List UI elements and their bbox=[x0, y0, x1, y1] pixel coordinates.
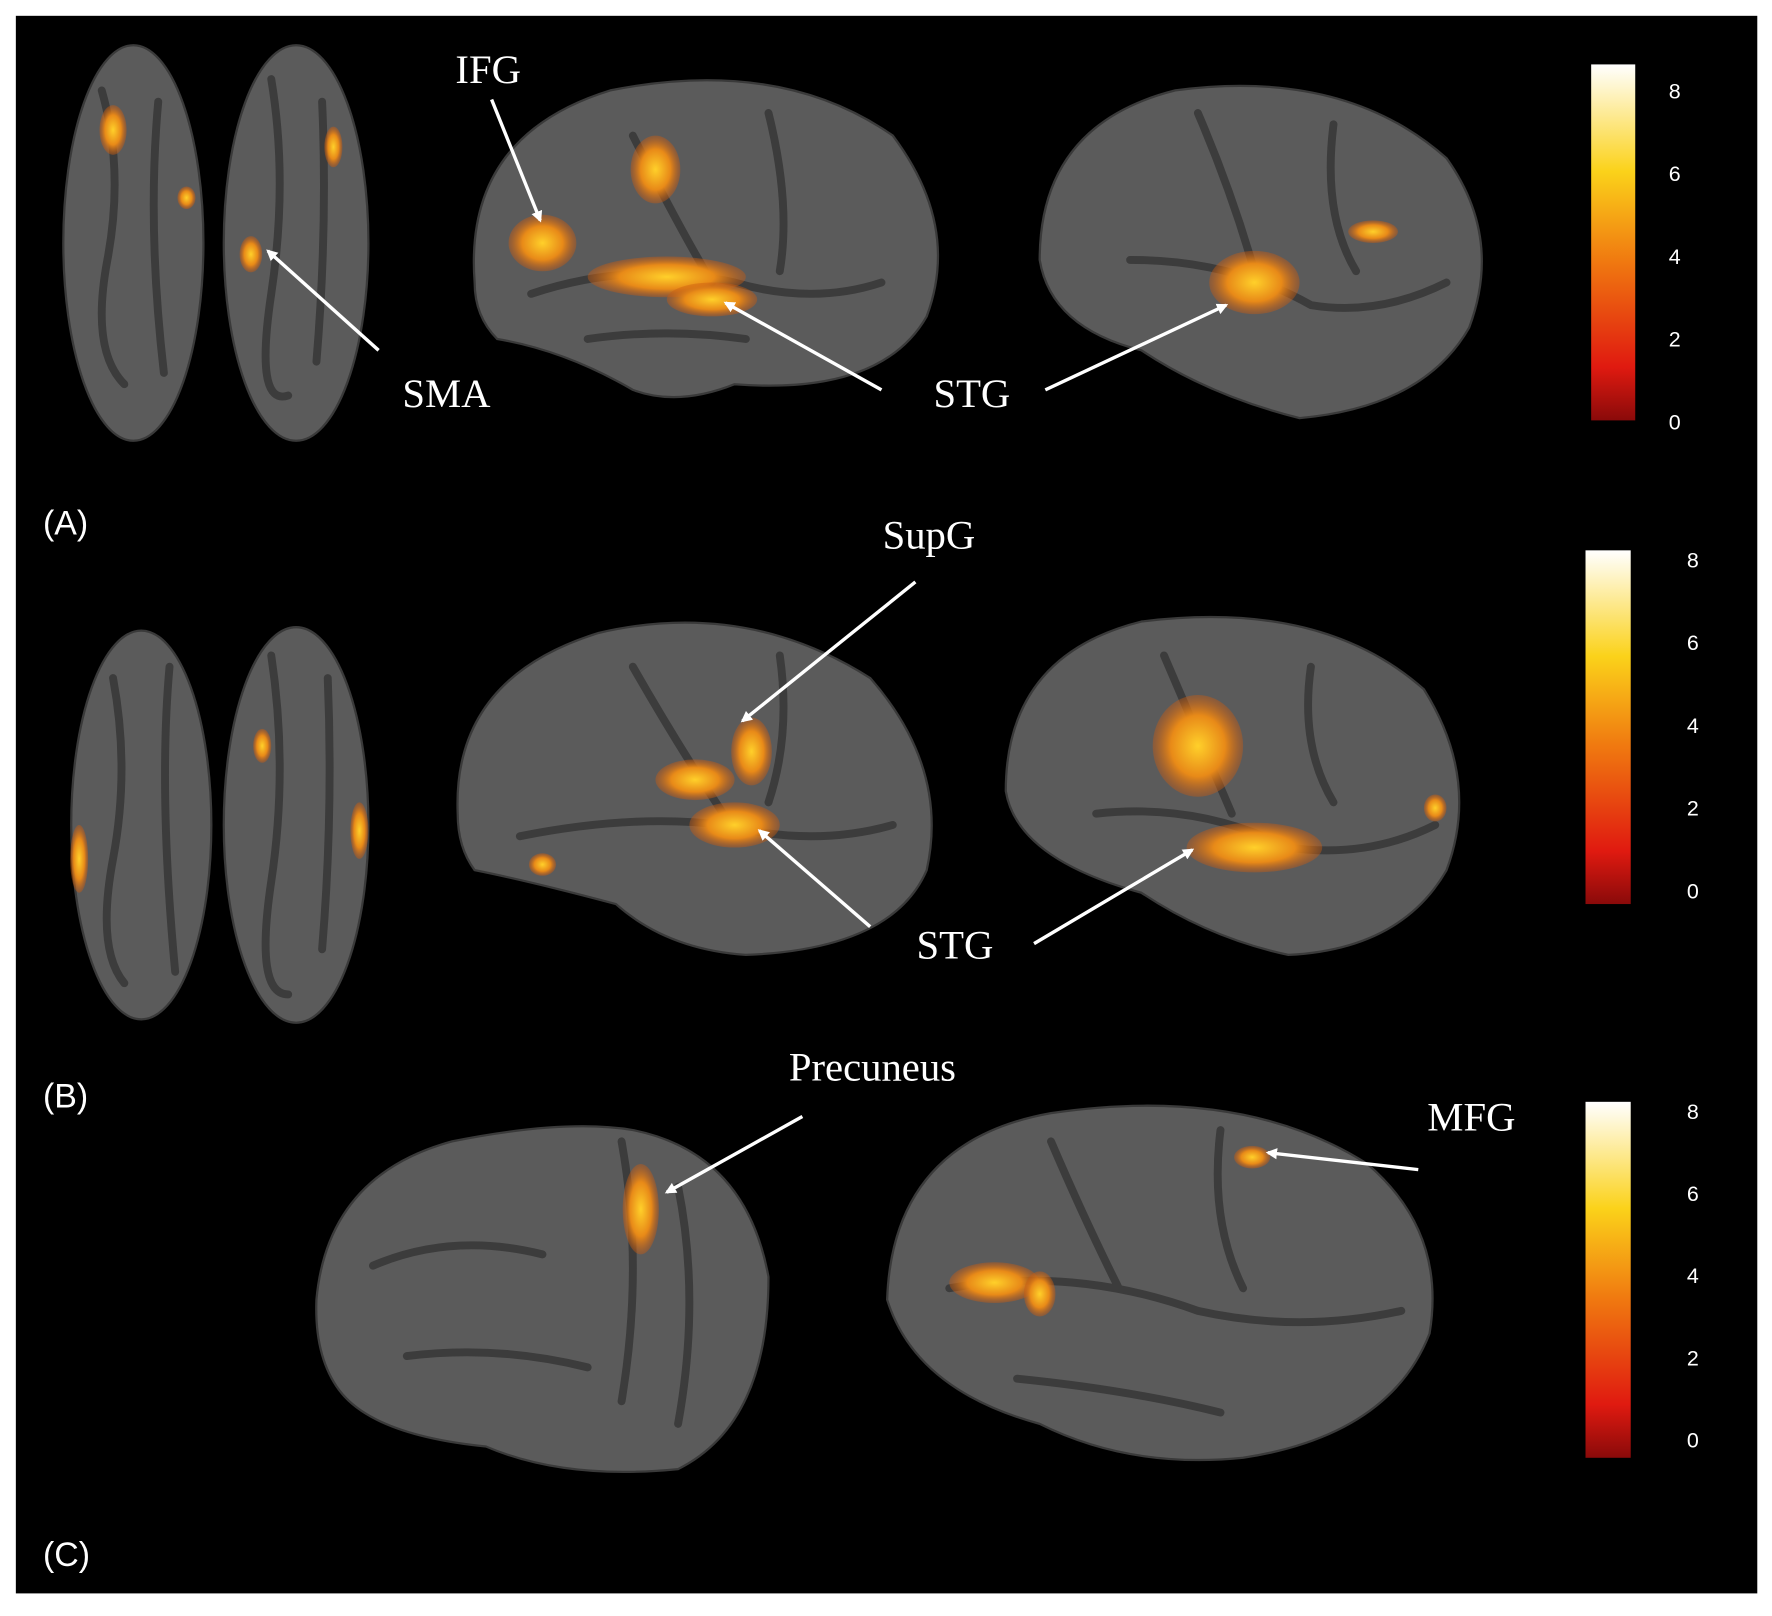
colorbar-tick-label: 2 bbox=[1687, 1346, 1699, 1370]
brains-b bbox=[70, 615, 1461, 1024]
colorbar-tick-label: 6 bbox=[1669, 162, 1681, 186]
colorbar-tick-label: 8 bbox=[1669, 79, 1681, 103]
brains-c bbox=[315, 1104, 1434, 1474]
colorbar bbox=[1591, 64, 1636, 421]
region-label: IFG bbox=[455, 47, 521, 92]
colorbar-tick-label: 4 bbox=[1687, 714, 1699, 738]
colorbar-tick-label: 0 bbox=[1669, 410, 1681, 434]
colorbar-ticks: 8 6 4 2 0 8 6 4 2 0 8 6 4 2 0 bbox=[1669, 79, 1699, 1452]
colorbar-tick-label: 4 bbox=[1669, 245, 1681, 269]
colorbar-tick-label: 8 bbox=[1687, 548, 1699, 572]
region-label: MFG bbox=[1427, 1094, 1515, 1139]
colorbar-tick-label: 0 bbox=[1687, 879, 1699, 903]
region-label: SupG bbox=[883, 512, 976, 557]
colorbar bbox=[1585, 1101, 1631, 1458]
colorbar-tick-label: 0 bbox=[1687, 1429, 1699, 1453]
panel-label: (B) bbox=[43, 1077, 88, 1115]
region-label: Precuneus bbox=[789, 1045, 956, 1090]
colorbar-tick-label: 6 bbox=[1687, 1182, 1699, 1206]
panel-label: (A) bbox=[43, 504, 88, 542]
brains-a bbox=[62, 44, 1483, 442]
region-label: SMA bbox=[402, 371, 491, 416]
region-label: STG bbox=[933, 371, 1010, 416]
panel-label: (C) bbox=[43, 1536, 90, 1574]
region-label: STG bbox=[917, 923, 994, 968]
colorbar-tick-label: 8 bbox=[1687, 1100, 1699, 1124]
arrows bbox=[266, 98, 1419, 1194]
colorbar-tick-label: 2 bbox=[1687, 797, 1699, 821]
colorbar bbox=[1585, 550, 1631, 905]
colorbar-tick-label: 6 bbox=[1687, 631, 1699, 655]
colorbar-tick-label: 2 bbox=[1669, 328, 1681, 352]
colorbar-tick-label: 4 bbox=[1687, 1264, 1699, 1288]
